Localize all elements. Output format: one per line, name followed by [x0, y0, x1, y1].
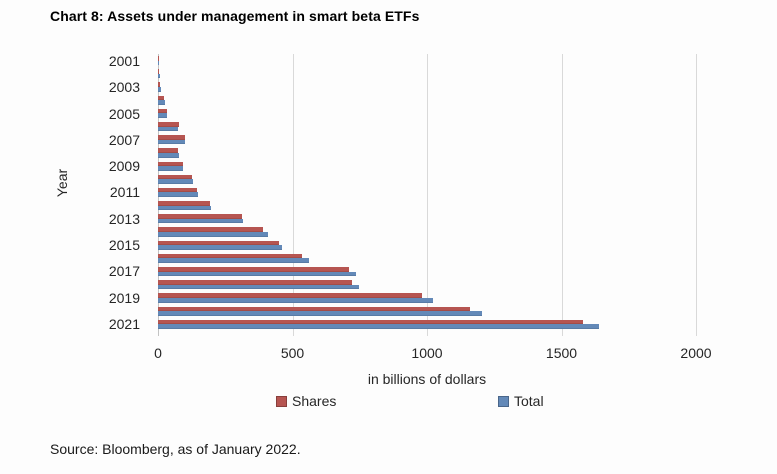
bar-group-2005 — [158, 107, 696, 120]
bar-shares-2011 — [158, 187, 197, 193]
bar-shares-2015 — [158, 240, 280, 246]
bar-total-2009 — [158, 166, 184, 171]
gridline-x-1000 — [427, 54, 428, 336]
bar-group-2012 — [158, 199, 696, 212]
bar-shares-2021 — [158, 319, 584, 325]
bar-total-2004 — [158, 100, 165, 105]
x-tick-label-1500: 1500 — [545, 345, 578, 361]
y-tick-label-2005: 2005 — [108, 105, 140, 122]
bar-group-2020 — [158, 305, 696, 318]
y-tick-label-2009: 2009 — [108, 158, 140, 175]
bar-group-2001 — [158, 54, 696, 67]
bar-shares-2019 — [158, 293, 423, 298]
bar-total-2011 — [158, 192, 199, 198]
bar-total-2008 — [158, 152, 179, 158]
y-axis-tick-labels: 2001 2003 2005 2007 2009 2011 2013 2015 2017 2019… — [90, 54, 146, 331]
bar-shares-2003 — [158, 82, 161, 87]
bar-group-2017 — [158, 265, 696, 278]
bar-group-2010 — [158, 173, 696, 186]
x-tick-label-1000: 1000 — [411, 345, 443, 361]
y-tick-label-2018 — [90, 278, 146, 290]
bar-shares-2010 — [158, 174, 193, 180]
bar-total-2002 — [158, 73, 160, 79]
bar-shares-2013 — [158, 214, 243, 219]
bar-total-2015 — [158, 245, 283, 250]
bar-group-2009 — [158, 160, 696, 173]
shares-legend-label: Shares — [292, 393, 337, 409]
x-tick-label-500: 500 — [280, 345, 305, 361]
y-tick-label-2015: 2015 — [108, 237, 140, 254]
bar-group-2006 — [158, 120, 696, 133]
bar-shares-2007 — [158, 135, 186, 140]
bar-shares-2020 — [158, 306, 471, 312]
bar-group-2014 — [158, 225, 696, 238]
bar-shares-2004 — [158, 95, 165, 101]
x-tick-label-2000: 2000 — [680, 345, 712, 361]
y-tick-label-2021: 2021 — [108, 315, 140, 332]
bar-group-2004 — [158, 94, 696, 107]
bar-shares-2017 — [158, 267, 349, 272]
total-legend-label: Total — [514, 393, 544, 409]
y-tick-label-2003: 2003 — [108, 79, 140, 96]
bar-total-2006 — [158, 126, 179, 132]
bar-shares-2002 — [158, 69, 160, 74]
bar-group-2018 — [158, 278, 696, 291]
bar-total-2005 — [158, 113, 168, 118]
gridline-x-1500 — [561, 54, 563, 336]
y-tick-label-2017: 2017 — [108, 263, 140, 280]
bar-total-2016 — [158, 258, 310, 263]
total-legend-swatch — [498, 395, 509, 407]
bar-shares-2018 — [158, 280, 352, 285]
bar-group-2016 — [158, 252, 696, 265]
legend-entry-total: Total — [498, 393, 544, 409]
y-tick-label-2012 — [90, 199, 146, 211]
bar-shares-2012 — [158, 201, 210, 206]
shares-legend-swatch — [276, 395, 287, 407]
gridline-x-500 — [292, 54, 294, 336]
bar-group-2013 — [158, 212, 696, 225]
bar-total-2012 — [158, 205, 211, 211]
bar-shares-2016 — [158, 253, 303, 259]
bar-total-2019 — [158, 297, 433, 303]
bar-group-2002 — [158, 67, 696, 80]
bar-group-2007 — [158, 133, 696, 146]
bar-total-2003 — [158, 86, 161, 92]
bar-total-2013 — [158, 218, 244, 224]
y-axis-title-wrap: Year — [50, 54, 74, 312]
x-axis-title: in billions of dollars — [367, 371, 487, 387]
bar-shares-2006 — [158, 121, 179, 127]
y-tick-label-2001: 2001 — [108, 53, 140, 69]
y-tick-label-2007: 2007 — [108, 131, 140, 148]
bar-group-2019 — [158, 291, 696, 304]
bar-shares-2008 — [158, 148, 179, 153]
bar-group-2003 — [158, 80, 696, 93]
bar-group-2015 — [158, 239, 696, 252]
bar-total-2014 — [158, 232, 269, 237]
y-tick-label-2013: 2013 — [108, 210, 140, 227]
bar-total-2020 — [158, 311, 482, 316]
bar-shares-2009 — [158, 161, 183, 167]
y-axis-title: Year — [54, 168, 71, 198]
bar-shares-2005 — [158, 108, 167, 114]
bar-total-2021 — [158, 324, 600, 329]
source-note: Source: Bloomberg, as of January 2022. — [50, 441, 301, 457]
y-tick-label-2004 — [90, 94, 146, 106]
bar-group-2008 — [158, 146, 696, 159]
plot-area — [158, 54, 696, 331]
legend-entry-shares: Shares — [276, 393, 336, 409]
x-tick-label-0: 0 — [154, 345, 162, 361]
bar-total-2018 — [158, 284, 359, 290]
gridline-x-2000 — [696, 54, 697, 336]
bar-total-2007 — [158, 139, 185, 145]
y-tick-label-2019: 2019 — [108, 289, 140, 306]
bar-total-2017 — [158, 271, 357, 277]
bar-group-2021 — [158, 318, 696, 331]
bar-total-2010 — [158, 179, 194, 184]
y-tick-label-2011: 2011 — [109, 184, 140, 201]
bar-shares-2014 — [158, 227, 264, 233]
bar-group-2011 — [158, 186, 696, 199]
chart-title: Chart 8: Assets under management in smar… — [50, 8, 420, 24]
